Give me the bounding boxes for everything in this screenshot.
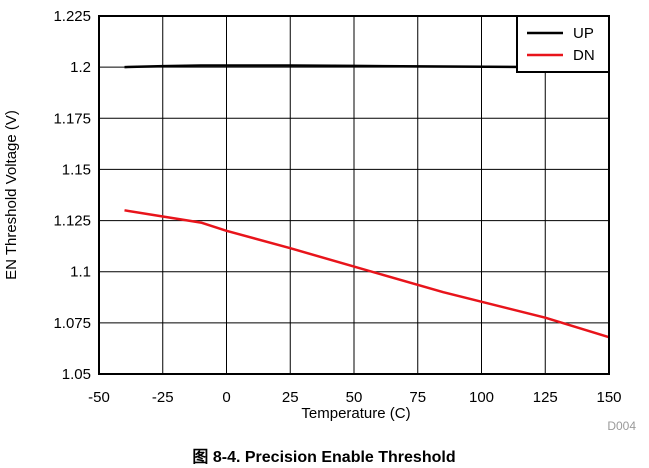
x-tick-label: 25 <box>282 389 299 406</box>
y-tick-label: 1.05 <box>62 366 91 383</box>
x-tick-label: 50 <box>346 389 363 406</box>
y-tick-label: 1.2 <box>70 59 91 76</box>
x-tick-label: -50 <box>88 389 110 406</box>
figure-code: D004 <box>607 419 636 433</box>
y-axis-label: EN Threshold Voltage (V) <box>3 110 20 280</box>
legend-box <box>516 15 610 73</box>
figure-caption: 图 8-4. Precision Enable Threshold <box>192 448 455 466</box>
x-tick-labels: -50 -25 0 25 50 75 100 125 150 <box>88 389 621 406</box>
x-tick-label: -25 <box>152 389 174 406</box>
y-tick-labels: 1.05 1.075 1.1 1.125 1.15 1.175 1.2 1.225 <box>53 8 91 383</box>
y-tick-label: 1.1 <box>70 264 91 281</box>
x-tick-label: 100 <box>469 389 494 406</box>
x-axis-label: Temperature (C) <box>301 405 410 422</box>
x-tick-label: 125 <box>533 389 558 406</box>
y-tick-label: 1.225 <box>53 8 91 25</box>
legend-label-up: UP <box>573 25 594 42</box>
series-line-dn <box>124 209 610 339</box>
y-tick-label: 1.125 <box>53 213 91 230</box>
y-tick-label: 1.15 <box>62 161 91 178</box>
series-lines <box>124 64 610 339</box>
x-tick-label: 75 <box>409 389 426 406</box>
series-line-up <box>124 64 609 69</box>
y-tick-label: 1.075 <box>53 315 91 332</box>
y-tick-label: 1.175 <box>53 110 91 127</box>
x-tick-label: 0 <box>222 389 230 406</box>
legend-label-dn: DN <box>573 47 595 64</box>
plot-frame <box>98 15 610 375</box>
x-tick-label: 150 <box>596 389 621 406</box>
legend: UP DN <box>516 15 610 73</box>
